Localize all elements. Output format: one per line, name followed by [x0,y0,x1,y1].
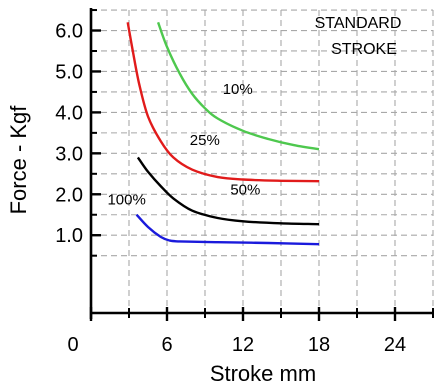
y-axis-title: Force - Kgf [6,105,31,215]
series-line-50pct [136,156,320,226]
y-tick-label: 5.0 [55,61,83,83]
x-tick-label: 0 [67,334,78,356]
x-tick-label: 6 [161,334,172,356]
series-line-100pct [135,213,320,246]
note-stroke: STROKE [331,41,397,58]
y-tick-label: 4.0 [55,102,83,124]
annotation-100pct: 100% [107,192,145,209]
y-tick-label: 1.0 [55,225,83,247]
grid [91,9,434,313]
x-tick-label: 24 [384,334,406,356]
y-tick-label: 3.0 [55,143,83,165]
series-lines [126,21,320,246]
series-line-25pct [126,22,320,183]
annotation-10pct: 10% [223,81,253,98]
x-tick-label: 18 [308,334,330,356]
annotation-25pct: 25% [190,132,220,149]
series-line-10pct [156,21,320,151]
series-annotations: 10% 25% 50% 100% [107,81,260,209]
axes [89,8,434,321]
tick-labels: 0 6 12 18 24 1.0 2.0 3.0 4.0 5.0 6.0 [55,21,406,356]
annotation-50pct: 50% [230,181,260,198]
y-tick-label: 6.0 [55,21,83,43]
x-axis-title: Stroke mm [210,361,316,386]
note-standard: STANDARD [315,15,402,32]
x-tick-label: 12 [232,334,254,356]
y-tick-label: 2.0 [55,184,83,206]
